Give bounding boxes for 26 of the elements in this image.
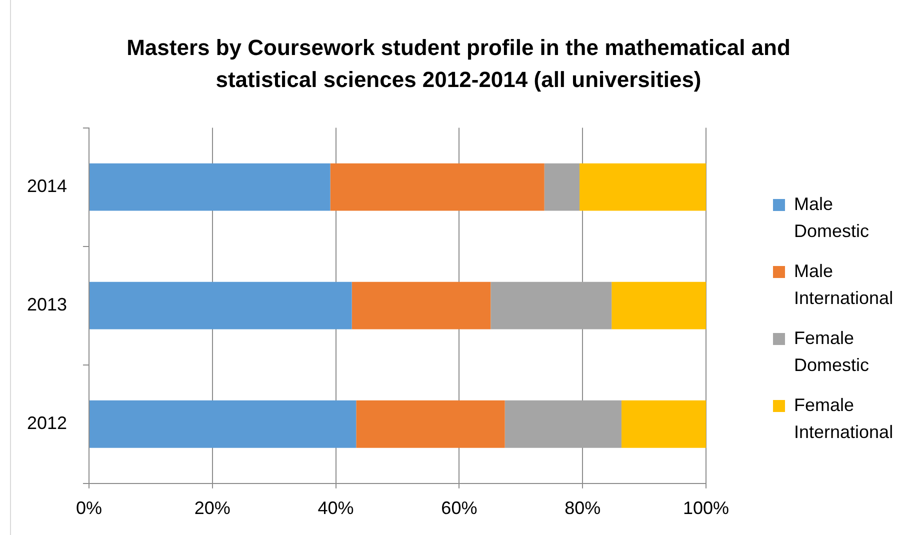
x-tick-label: 100% bbox=[682, 498, 730, 518]
legend-label: Female International bbox=[794, 394, 894, 442]
bar bbox=[90, 400, 356, 448]
bar bbox=[504, 400, 622, 448]
bar bbox=[356, 400, 505, 448]
bar bbox=[490, 282, 612, 330]
bar bbox=[90, 163, 330, 211]
legend-label: Male International bbox=[794, 260, 894, 308]
bar bbox=[580, 163, 706, 211]
x-tick-label: 60% bbox=[441, 498, 478, 518]
bar bbox=[352, 282, 491, 330]
bar bbox=[544, 163, 580, 211]
bar bbox=[621, 400, 706, 448]
legend-label: Female Domestic bbox=[794, 328, 870, 375]
bar bbox=[330, 163, 544, 211]
x-tick-label: 80% bbox=[564, 498, 601, 518]
chart-title: Masters by Coursework student profile in the mathematical and statistical sciences 2012-2014 (all universities) bbox=[126, 35, 790, 92]
x-tick-label: 0% bbox=[76, 498, 102, 518]
legend-label: Male Domestic bbox=[794, 194, 870, 241]
y-tick-label: 2012 bbox=[26, 413, 67, 434]
bar bbox=[612, 282, 706, 330]
x-tick-label: 40% bbox=[318, 498, 354, 518]
x-tick-label: 20% bbox=[194, 498, 230, 518]
y-tick-label: 2014 bbox=[26, 176, 67, 196]
y-tick-label: 2013 bbox=[26, 294, 67, 315]
bar bbox=[90, 282, 352, 330]
